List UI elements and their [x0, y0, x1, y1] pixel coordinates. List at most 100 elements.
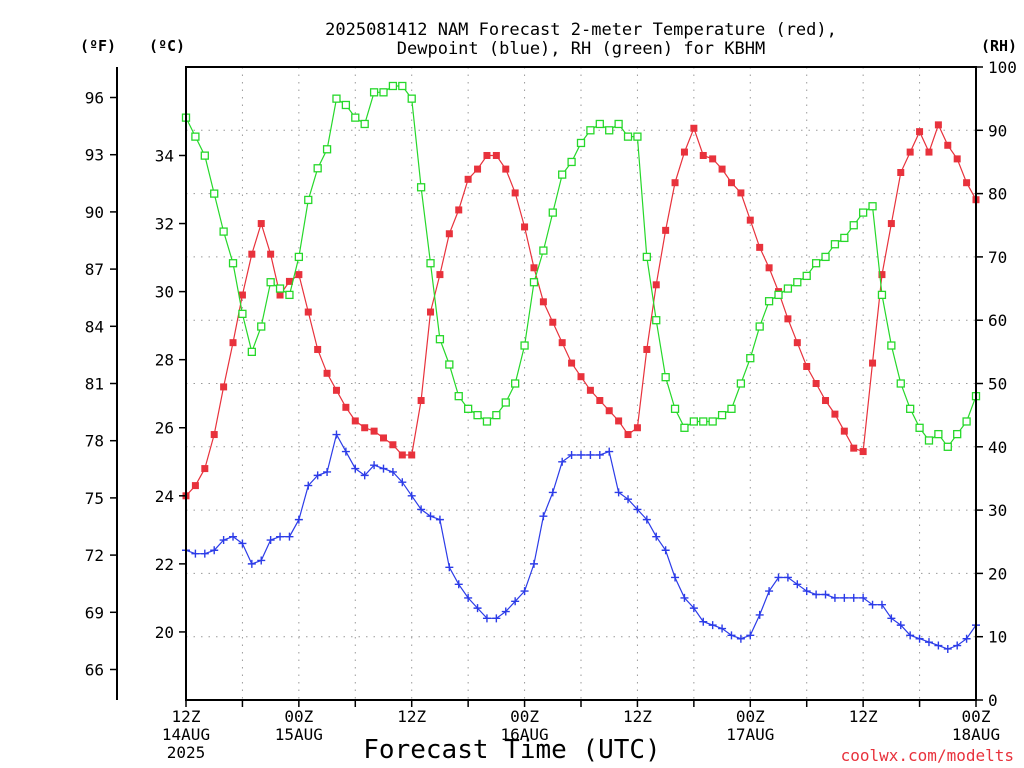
- dewpoint-point: [276, 532, 285, 541]
- rh-point: [868, 202, 877, 211]
- rh-tick-label: 10: [988, 628, 1007, 647]
- temperature-point: [850, 444, 858, 452]
- dewpoint-point: [605, 447, 614, 456]
- dewpoint-point: [341, 447, 350, 456]
- rh-point: [821, 252, 830, 262]
- temperature-point: [934, 121, 942, 129]
- fahrenheit-tick-label: 93: [85, 146, 104, 165]
- rh-point: [840, 233, 849, 243]
- temperature-point: [709, 155, 717, 163]
- rh-point: [915, 423, 924, 432]
- rh-point: [369, 88, 379, 97]
- temperature-point: [878, 271, 886, 279]
- rh-tick-label: 40: [988, 438, 1007, 457]
- rh-point: [906, 404, 915, 413]
- rh-point: [670, 404, 680, 413]
- rh-point: [445, 360, 454, 369]
- rh-tick-label: 30: [988, 501, 1007, 520]
- temperature-point: [380, 434, 387, 442]
- rh-point: [567, 157, 576, 167]
- temperature-point: [831, 410, 839, 418]
- temperature-point: [427, 308, 435, 316]
- temperature-point: [285, 277, 293, 285]
- rh-point: [351, 113, 360, 122]
- rh-point: [454, 392, 463, 401]
- temperature-point: [549, 318, 557, 326]
- dewpoint-point: [379, 464, 388, 473]
- rh-point: [332, 94, 341, 103]
- rh-point: [539, 246, 548, 255]
- dewpoint-point: [821, 590, 830, 599]
- rh-tick-label: 60: [988, 311, 1007, 330]
- dewpoint-point: [934, 641, 943, 650]
- temperature-point: [784, 315, 792, 323]
- temperature-point: [474, 165, 482, 173]
- rh-point: [699, 417, 708, 426]
- temperature-point: [793, 339, 801, 347]
- rh-tick-label: 80: [988, 185, 1007, 204]
- dewpoint-point: [445, 563, 454, 572]
- rh-point: [416, 183, 426, 192]
- temperature-point: [897, 169, 905, 176]
- celsius-tick-label: 26: [155, 419, 174, 438]
- grid: [186, 67, 976, 700]
- dewpoint-point: [793, 580, 802, 589]
- dewpoint-point: [529, 559, 538, 568]
- temperature-point: [840, 427, 848, 435]
- temperature-point: [220, 383, 228, 391]
- rh-point: [275, 284, 285, 293]
- temperature-point: [248, 250, 256, 258]
- temperature-point: [737, 189, 745, 197]
- rh-point: [200, 151, 209, 160]
- dewpoint-point: [191, 549, 200, 558]
- temperature-point: [605, 407, 613, 415]
- dewpoint-point: [624, 495, 633, 504]
- rh-unit-label: (RH): [981, 37, 1017, 55]
- x-tick-label: 16AUG: [500, 725, 548, 744]
- temperature-point: [671, 179, 679, 187]
- dewpoint-point: [492, 614, 501, 623]
- temperature-point: [916, 128, 924, 136]
- dewpoint-point: [360, 471, 369, 480]
- temperature-point: [568, 359, 576, 367]
- dewpoint-point: [520, 587, 529, 596]
- dewpoint-point: [699, 617, 708, 626]
- rh-point: [924, 436, 934, 445]
- rh-point: [266, 278, 275, 287]
- rh-point: [793, 278, 802, 287]
- x-tick-label: 18AUG: [952, 725, 1000, 744]
- dewpoint-point: [887, 614, 896, 623]
- x-tick-label: 12Z: [172, 707, 201, 726]
- x-axis-label: Forecast Time (UTC): [363, 735, 660, 765]
- celsius-tick-label: 32: [155, 215, 174, 234]
- temperature-point: [408, 451, 416, 459]
- temperature-point: [398, 451, 406, 459]
- rh-tick-label: 70: [988, 248, 1007, 267]
- rh-point: [435, 335, 445, 344]
- rh-point: [736, 379, 746, 388]
- dewpoint-point: [577, 450, 585, 459]
- fahrenheit-tick-label: 84: [85, 317, 104, 336]
- dewpoint-point: [417, 505, 426, 514]
- rh-point: [463, 404, 473, 413]
- rh-tick-label: 20: [988, 564, 1007, 583]
- x-tick-label: 12Z: [849, 707, 878, 726]
- rh-point: [746, 354, 755, 363]
- temperature-point: [699, 151, 707, 159]
- rh-point: [341, 100, 351, 110]
- dewpoint-point: [840, 593, 849, 602]
- dewpoint-point: [501, 607, 510, 616]
- x-tick-label: 2025: [167, 743, 206, 762]
- dewpoint-point: [482, 614, 491, 623]
- rh-point: [398, 81, 407, 91]
- rh-point: [482, 417, 492, 426]
- celsius-tick-label: 30: [155, 283, 174, 302]
- temperature-point: [332, 386, 340, 394]
- temperature-point: [511, 189, 519, 197]
- x-tick-label: 00Z: [510, 707, 539, 726]
- rh-point: [257, 322, 266, 331]
- dewpoint-point: [633, 505, 642, 514]
- temperature-point: [436, 271, 444, 279]
- temperature-point: [370, 427, 378, 435]
